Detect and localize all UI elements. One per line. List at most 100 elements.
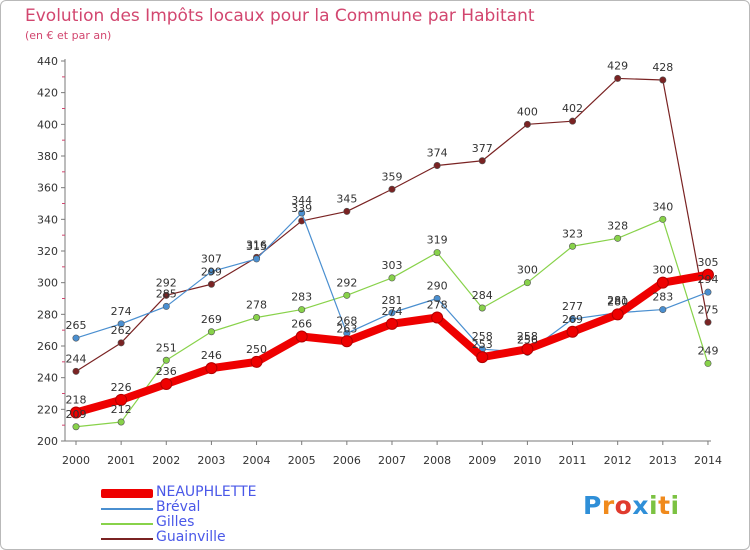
data-label: 300 xyxy=(652,264,673,277)
y-tick-label: 360 xyxy=(37,182,58,195)
proxiti-logo: Proxiti xyxy=(583,491,680,520)
data-label: 285 xyxy=(156,287,177,300)
x-tick-label: 2012 xyxy=(604,454,632,467)
data-label: 339 xyxy=(291,202,312,215)
data-label: 283 xyxy=(652,291,673,304)
data-label: 268 xyxy=(336,314,357,327)
data-label: 344 xyxy=(291,194,312,207)
data-point xyxy=(250,355,263,368)
data-label: 292 xyxy=(336,276,357,289)
data-label: 262 xyxy=(111,324,132,337)
data-point xyxy=(160,378,173,390)
legend-label-gilles: Gilles xyxy=(156,514,195,530)
data-label: 265 xyxy=(66,319,87,332)
data-point xyxy=(431,311,444,324)
data-point xyxy=(207,268,215,276)
data-point xyxy=(569,315,577,323)
data-label: 256 xyxy=(517,333,538,346)
logo-letter: i xyxy=(649,491,659,520)
data-point xyxy=(521,343,534,356)
data-label: 278 xyxy=(246,299,267,312)
data-point xyxy=(476,351,489,364)
data-label: 269 xyxy=(201,313,222,326)
data-point xyxy=(611,308,624,321)
data-point xyxy=(72,423,80,431)
y-tick-label: 340 xyxy=(37,213,58,226)
data-label: 377 xyxy=(472,142,493,155)
data-label: 290 xyxy=(427,280,448,293)
legend-swatch-guainville xyxy=(101,538,153,540)
x-tick-label: 2007 xyxy=(378,454,406,467)
legend-swatch-neauphlette xyxy=(101,489,153,498)
data-label: 266 xyxy=(291,318,312,331)
data-point xyxy=(207,328,215,336)
logo-letter: o xyxy=(614,491,633,520)
y-tick-label: 260 xyxy=(37,340,58,353)
data-label: 374 xyxy=(427,147,448,160)
data-label: 345 xyxy=(336,192,357,205)
data-label: 249 xyxy=(697,344,718,357)
data-label: 307 xyxy=(201,253,222,266)
data-label: 281 xyxy=(381,294,402,307)
data-label: 280 xyxy=(607,295,628,308)
data-point xyxy=(659,215,667,223)
x-tick-label: 2006 xyxy=(333,454,361,467)
y-tick-label: 280 xyxy=(37,308,58,321)
data-label: 274 xyxy=(111,305,132,318)
chart-title: Evolution des Impôts locaux pour la Comm… xyxy=(25,6,535,26)
data-label: 277 xyxy=(562,300,583,313)
data-label: 250 xyxy=(246,343,267,356)
data-point xyxy=(614,74,622,82)
data-label: 278 xyxy=(427,299,448,312)
data-point xyxy=(205,362,218,375)
data-label: 300 xyxy=(517,264,538,277)
x-tick-label: 2003 xyxy=(197,454,225,467)
data-point xyxy=(433,294,441,302)
y-tick-label: 240 xyxy=(37,372,58,385)
y-tick-label: 440 xyxy=(37,55,58,68)
data-point xyxy=(295,330,308,343)
y-tick-label: 420 xyxy=(37,87,58,100)
data-point xyxy=(70,406,82,419)
data-label: 340 xyxy=(652,200,673,213)
data-label: 244 xyxy=(66,352,87,365)
data-label: 269 xyxy=(562,313,583,326)
data-point xyxy=(72,367,80,375)
x-tick-label: 2009 xyxy=(468,454,496,467)
data-label: 359 xyxy=(381,170,402,183)
data-label: 315 xyxy=(246,240,267,253)
y-tick-label: 400 xyxy=(37,118,58,131)
x-tick-label: 2013 xyxy=(649,454,677,467)
data-point xyxy=(298,306,306,314)
data-label: 428 xyxy=(652,61,673,74)
data-point xyxy=(207,280,215,288)
data-label: 292 xyxy=(156,276,177,289)
legend-label-neauphlette: NEAUPHLETTE xyxy=(156,484,257,500)
data-point xyxy=(523,120,531,128)
legend-label-breval: Bréval xyxy=(156,499,201,515)
legend-swatch-gilles xyxy=(101,523,153,525)
data-point xyxy=(162,356,170,364)
y-tick-label: 320 xyxy=(37,245,58,258)
data-point xyxy=(72,334,80,342)
x-tick-label: 2010 xyxy=(513,454,541,467)
data-point xyxy=(704,359,712,367)
data-label: 429 xyxy=(607,59,628,72)
data-point xyxy=(478,304,486,312)
x-tick-label: 2000 xyxy=(62,454,90,467)
data-label: 283 xyxy=(291,291,312,304)
data-label: 274 xyxy=(381,305,402,318)
data-label: 319 xyxy=(427,234,448,247)
data-point xyxy=(298,209,306,217)
data-point xyxy=(385,317,398,330)
data-point xyxy=(659,76,667,84)
data-label: 226 xyxy=(111,381,132,394)
data-label: 328 xyxy=(607,219,628,232)
data-label: 253 xyxy=(472,338,493,351)
data-point xyxy=(117,320,125,328)
data-point xyxy=(569,242,577,250)
logo-letter: i xyxy=(670,491,680,520)
data-label: 236 xyxy=(156,365,177,378)
data-label: 284 xyxy=(472,289,493,302)
